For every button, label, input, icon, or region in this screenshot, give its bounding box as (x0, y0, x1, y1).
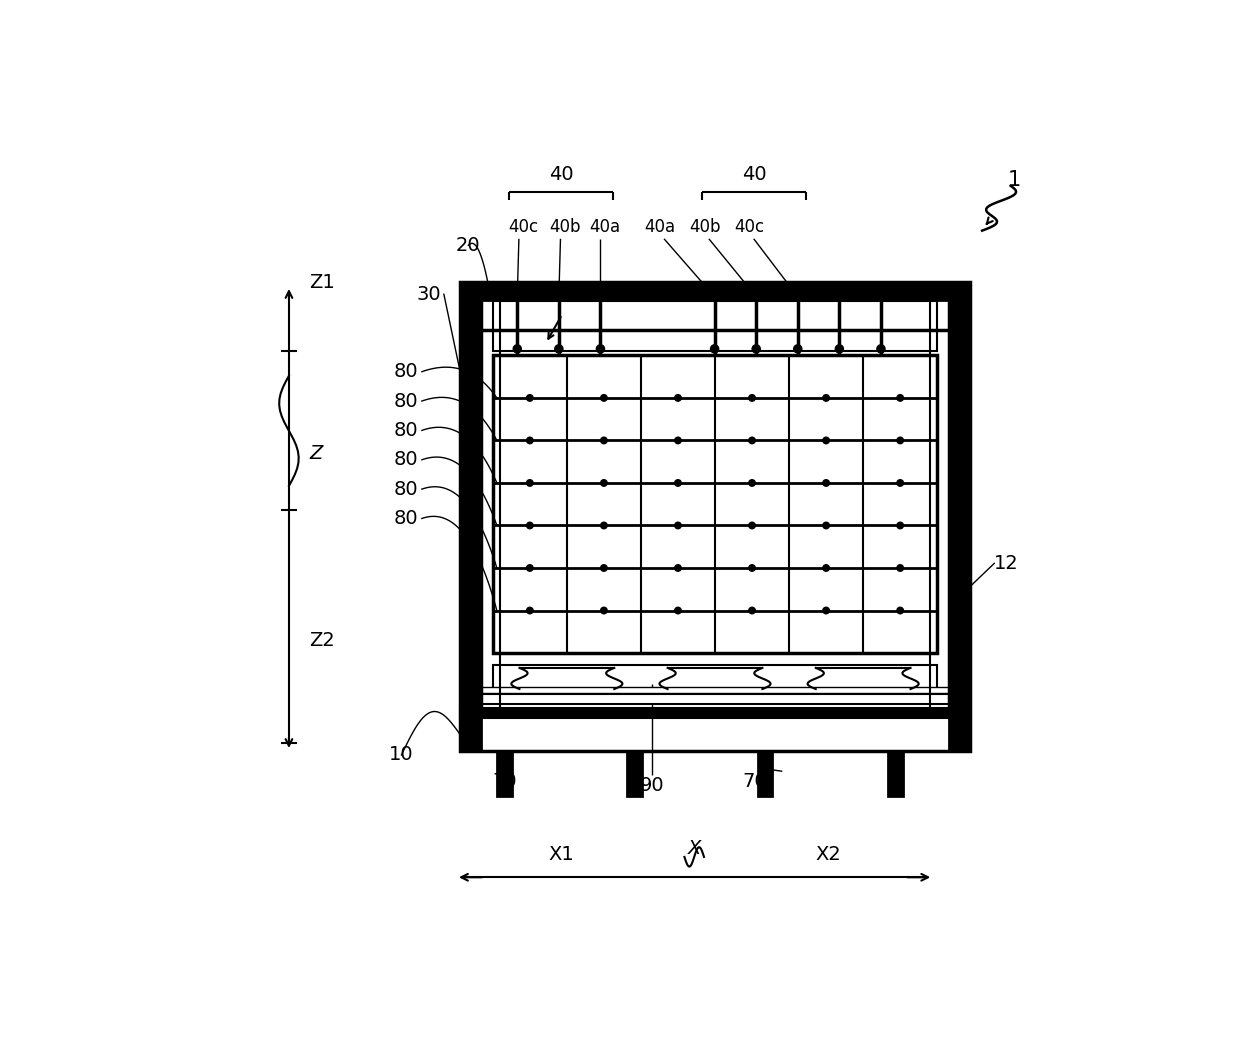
Circle shape (527, 395, 533, 401)
Text: 90: 90 (640, 776, 665, 795)
Bar (460, 708, 970, 718)
Circle shape (823, 522, 830, 528)
Circle shape (600, 522, 608, 528)
Bar (758, 751, 773, 795)
Circle shape (675, 437, 681, 444)
Circle shape (749, 437, 755, 444)
Text: 70: 70 (743, 772, 766, 791)
Circle shape (527, 480, 533, 486)
Text: 10: 10 (389, 746, 414, 765)
Text: 1: 1 (1008, 170, 1022, 190)
Circle shape (596, 345, 605, 353)
Circle shape (675, 395, 681, 401)
Bar (460, 282, 970, 751)
Text: Z1: Z1 (309, 272, 335, 291)
Circle shape (897, 607, 904, 614)
Text: 40a: 40a (645, 218, 676, 236)
Circle shape (836, 345, 843, 353)
Bar (497, 751, 512, 795)
Bar (460, 282, 970, 751)
Text: 40b: 40b (549, 218, 580, 236)
Bar (627, 751, 642, 795)
Text: 80: 80 (393, 450, 418, 469)
Circle shape (823, 607, 830, 614)
Circle shape (527, 437, 533, 444)
Circle shape (513, 345, 521, 353)
Circle shape (823, 564, 830, 571)
Circle shape (675, 522, 681, 528)
Circle shape (554, 345, 563, 353)
Text: 40: 40 (548, 165, 573, 184)
Circle shape (527, 564, 533, 571)
Circle shape (527, 522, 533, 528)
Text: 70: 70 (492, 772, 517, 791)
Text: 20: 20 (456, 236, 481, 255)
Circle shape (527, 607, 533, 614)
Bar (481, 687, 950, 694)
Text: 80: 80 (393, 480, 418, 499)
Text: 40: 40 (742, 165, 766, 184)
Text: X1: X1 (548, 845, 574, 864)
Circle shape (897, 564, 904, 571)
Bar (492, 356, 937, 653)
Circle shape (897, 522, 904, 528)
Text: 12: 12 (994, 554, 1019, 573)
Circle shape (675, 607, 681, 614)
Bar (492, 301, 937, 352)
Circle shape (600, 564, 608, 571)
Circle shape (675, 564, 681, 571)
Circle shape (877, 345, 885, 353)
Circle shape (823, 395, 830, 401)
Text: 40c: 40c (734, 218, 765, 236)
Text: 40b: 40b (689, 218, 720, 236)
Circle shape (823, 437, 830, 444)
Circle shape (600, 395, 608, 401)
Bar (481, 694, 950, 704)
Circle shape (711, 345, 719, 353)
Text: 40a: 40a (589, 218, 620, 236)
Text: 80: 80 (393, 362, 418, 381)
Text: 80: 80 (393, 420, 418, 439)
Text: X2: X2 (815, 845, 841, 864)
Circle shape (753, 345, 760, 353)
Circle shape (600, 607, 608, 614)
Circle shape (675, 480, 681, 486)
Text: Z: Z (309, 444, 322, 463)
Bar (950, 282, 970, 751)
Circle shape (600, 437, 608, 444)
Bar (492, 665, 937, 692)
Circle shape (897, 395, 904, 401)
Circle shape (749, 564, 755, 571)
Circle shape (749, 480, 755, 486)
Circle shape (794, 345, 802, 353)
Bar (460, 282, 481, 751)
Text: 40c: 40c (508, 218, 538, 236)
Bar (888, 751, 903, 795)
Circle shape (749, 522, 755, 528)
Circle shape (600, 480, 608, 486)
Text: Z2: Z2 (309, 631, 335, 650)
Circle shape (897, 437, 904, 444)
Bar (460, 282, 970, 300)
Text: 30: 30 (417, 285, 441, 304)
Circle shape (897, 480, 904, 486)
Circle shape (749, 395, 755, 401)
Bar (492, 356, 937, 653)
Circle shape (823, 480, 830, 486)
Text: 80: 80 (393, 509, 418, 528)
Circle shape (749, 607, 755, 614)
Text: X: X (687, 839, 701, 858)
Text: 80: 80 (393, 392, 418, 411)
